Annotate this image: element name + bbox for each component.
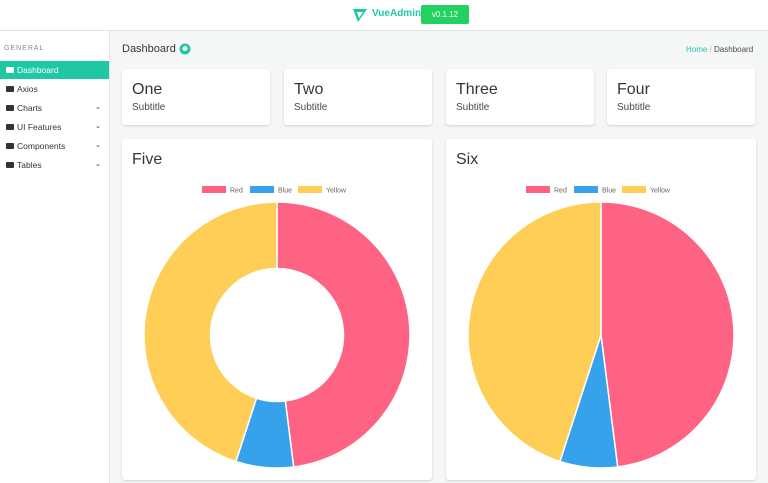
nav-icon (6, 105, 14, 111)
legend-swatch (574, 186, 598, 193)
chart-panel: Five Red Blue Yellow (122, 139, 432, 480)
slice (276, 201, 411, 468)
chart-title: Five (132, 151, 163, 168)
card-title: Two (294, 81, 324, 98)
legend-swatch (526, 186, 550, 193)
legend-label: Blue (602, 188, 616, 195)
chart-panel: Six Red Blue Yellow (446, 139, 756, 480)
card-subtitle: Subtitle (132, 102, 166, 113)
legend-label: Yellow (326, 188, 347, 195)
nav-item[interactable]: Axios (0, 80, 109, 98)
section-label: GENERAL (4, 45, 45, 52)
nav-label: Components (17, 141, 66, 151)
separator: / (707, 45, 715, 54)
card-title: One (132, 81, 163, 98)
nav-item[interactable]: Charts ⌄ (0, 99, 109, 117)
legend-swatch (622, 186, 646, 193)
nav-item[interactable]: Tables ⌄ (0, 156, 109, 174)
card-title: Three (456, 81, 498, 98)
logo (353, 9, 367, 22)
slice (467, 201, 602, 463)
slice (600, 201, 735, 468)
nav-icon (6, 124, 14, 130)
legend-swatch (202, 186, 226, 193)
slice (143, 201, 278, 463)
card: Three Subtitle (446, 69, 594, 125)
chart: Red Blue Yellow (467, 186, 735, 469)
nav-item[interactable]: Dashboard (0, 61, 109, 79)
version-badge: v0.1.12 (421, 5, 469, 24)
card-subtitle: Subtitle (294, 102, 328, 113)
nav-item[interactable]: UI Features ⌄ (0, 118, 109, 136)
card: Two Subtitle (284, 69, 432, 125)
nav-label: Axios (17, 84, 38, 94)
nav-icon (6, 86, 14, 92)
chart: Red Blue Yellow (143, 186, 411, 469)
nav-label: UI Features (17, 122, 62, 132)
nav-icon (6, 67, 14, 73)
sidebar: GENERAL Dashboard Axios Charts ⌄ UI Features… (0, 31, 110, 483)
top-bar: VueAdmin v0.1.12 (0, 0, 768, 31)
legend-swatch (298, 186, 322, 193)
nav-item[interactable]: Components ⌄ (0, 137, 109, 155)
github-icon[interactable] (179, 43, 191, 55)
legend-label: Red (230, 188, 243, 195)
card-subtitle: Subtitle (617, 102, 651, 113)
brand[interactable]: VueAdmin (372, 8, 422, 19)
breadcrumb: Home / Dashboard (686, 45, 753, 54)
card: One Subtitle (122, 69, 270, 125)
legend-label: Yellow (650, 188, 671, 195)
chart-title: Six (456, 151, 479, 168)
chevron: ⌄ (95, 104, 101, 111)
nav-label: Dashboard (17, 65, 59, 75)
card-subtitle: Subtitle (456, 102, 490, 113)
chevron: ⌄ (95, 123, 101, 130)
page-title: Dashboard (122, 43, 176, 55)
legend-label: Red (554, 188, 567, 195)
chevron: ⌄ (95, 142, 101, 149)
nav-icon (6, 162, 14, 168)
breadcrumb-current: Dashboard (714, 45, 754, 54)
nav-icon (6, 143, 14, 149)
breadcrumb-link[interactable]: Home (686, 45, 708, 54)
legend-swatch (250, 186, 274, 193)
card-title: Four (617, 81, 650, 98)
nav-label: Charts (17, 103, 43, 113)
legend-label: Blue (278, 188, 292, 195)
nav-label: Tables (17, 160, 42, 170)
card: Four Subtitle (607, 69, 755, 125)
chevron: ⌄ (95, 161, 101, 168)
